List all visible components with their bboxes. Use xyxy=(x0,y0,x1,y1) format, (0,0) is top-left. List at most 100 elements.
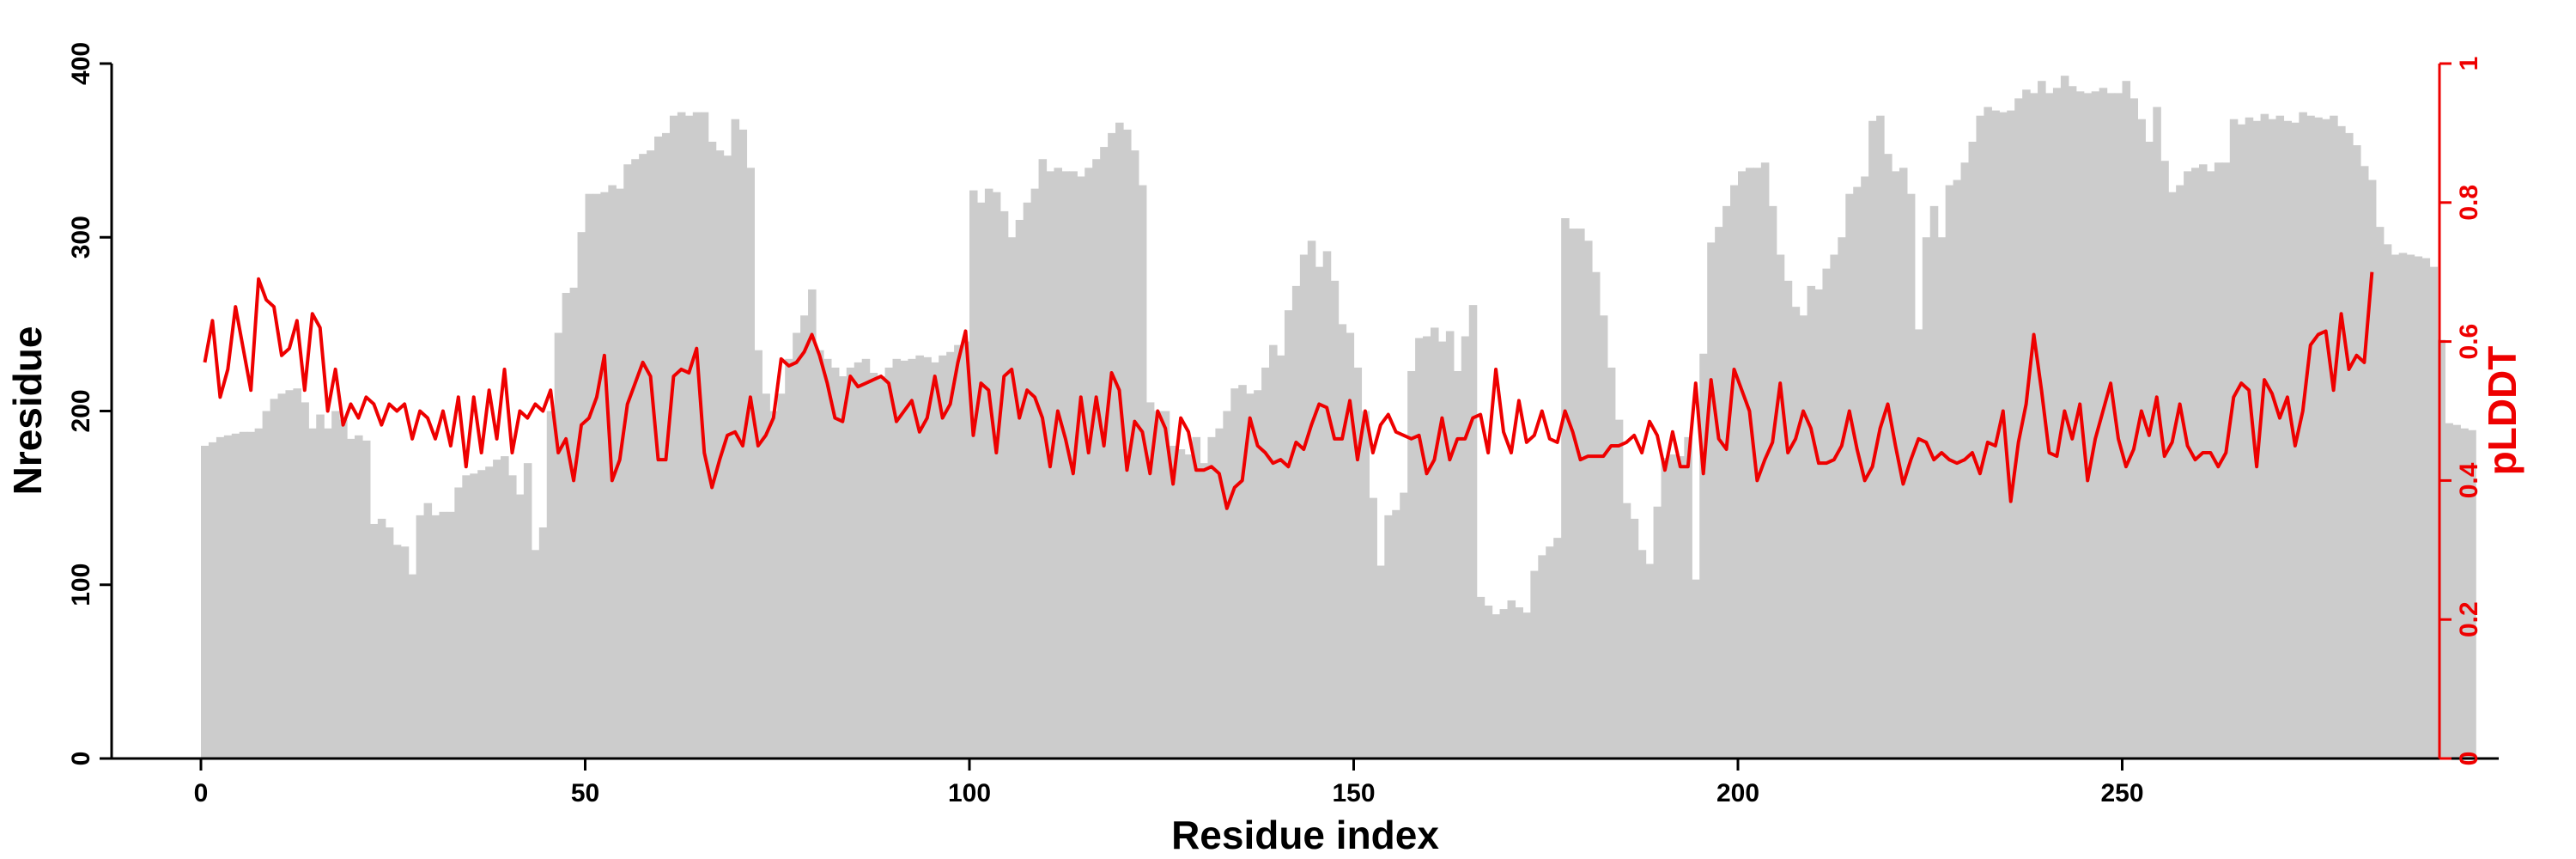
bar xyxy=(2199,164,2208,758)
bar xyxy=(501,456,509,758)
bar xyxy=(754,350,762,758)
bar xyxy=(1322,251,1332,758)
y2-tick-label: 0 xyxy=(2455,752,2483,766)
bar xyxy=(2391,254,2400,759)
bar xyxy=(861,358,871,758)
y-tick-label: 200 xyxy=(67,389,95,432)
bar xyxy=(2030,93,2038,758)
bar xyxy=(677,112,686,758)
x-tick-label: 200 xyxy=(1716,779,1759,807)
bar xyxy=(1684,436,1692,758)
bar xyxy=(2106,93,2116,758)
bar xyxy=(1738,171,1747,758)
bar xyxy=(1153,411,1163,758)
bar xyxy=(1546,546,1554,758)
bar xyxy=(2460,428,2469,758)
bar xyxy=(562,292,571,759)
x-axis-title: Residue index xyxy=(1171,813,1439,857)
bar xyxy=(1591,271,1601,758)
bar xyxy=(1015,220,1024,758)
bar xyxy=(838,376,848,758)
bar xyxy=(2075,91,2085,759)
bar xyxy=(1223,411,1231,758)
bar xyxy=(1115,122,1124,758)
bar xyxy=(1906,193,1916,758)
bar xyxy=(201,445,210,758)
bar xyxy=(1161,411,1170,758)
y-tick-label: 100 xyxy=(67,564,95,606)
bar xyxy=(1484,606,1493,758)
bar xyxy=(1707,242,1716,758)
bar xyxy=(523,463,532,758)
bar xyxy=(369,523,379,758)
bar xyxy=(2367,180,2377,758)
bar xyxy=(1461,336,1470,758)
bar xyxy=(846,367,855,758)
bar xyxy=(1130,150,1139,759)
bar xyxy=(2099,88,2108,758)
bar xyxy=(1999,112,2008,758)
bar xyxy=(2168,192,2177,758)
bar xyxy=(454,487,463,758)
bar xyxy=(1991,110,2000,759)
bar xyxy=(1599,315,1608,758)
bar xyxy=(1108,132,1116,758)
bar xyxy=(477,470,486,758)
bar xyxy=(823,358,832,758)
bar xyxy=(2191,168,2200,759)
bar xyxy=(1822,268,1831,758)
bar xyxy=(569,287,579,758)
bar xyxy=(1953,180,1962,758)
bar xyxy=(892,358,902,758)
bar xyxy=(1176,449,1186,758)
bar xyxy=(1261,367,1270,758)
bar xyxy=(2452,424,2461,758)
bar xyxy=(600,192,609,758)
bar xyxy=(908,358,916,758)
bar xyxy=(2345,132,2354,758)
bar xyxy=(2429,266,2439,758)
bar xyxy=(1269,344,1278,758)
bar xyxy=(1353,367,1363,758)
bar xyxy=(731,119,740,759)
bar xyxy=(1607,367,1616,758)
bar xyxy=(1100,147,1109,758)
bar xyxy=(1899,168,1908,759)
bar xyxy=(1507,600,1516,758)
bar xyxy=(1169,445,1178,758)
bar xyxy=(808,289,817,758)
x-tick-label: 150 xyxy=(1332,779,1375,807)
bar xyxy=(1668,454,1677,758)
bar xyxy=(1230,388,1239,758)
bar xyxy=(1968,142,1978,758)
bar xyxy=(2221,162,2231,758)
bar xyxy=(1184,454,1194,758)
bar xyxy=(1645,564,1655,758)
bar xyxy=(2353,145,2361,758)
bar xyxy=(2252,120,2262,759)
bar xyxy=(2445,423,2453,758)
bar xyxy=(1369,497,1377,759)
y-ticks: 0 100 200 300 400 xyxy=(67,42,112,765)
bar xyxy=(1776,254,1785,759)
bar xyxy=(1937,237,1947,758)
bar xyxy=(2299,112,2307,758)
bar xyxy=(2237,124,2246,759)
bar xyxy=(1215,428,1224,758)
bar xyxy=(2283,120,2292,759)
bar xyxy=(2137,119,2146,759)
y-tick-label: 400 xyxy=(67,42,95,85)
bar xyxy=(1715,227,1723,758)
bar xyxy=(1522,612,1531,758)
bar xyxy=(1861,176,1869,758)
y2-tick-label: 1 xyxy=(2455,57,2483,71)
bar xyxy=(1315,266,1324,758)
bar xyxy=(1783,280,1793,758)
bar xyxy=(2083,93,2093,758)
bar xyxy=(2398,253,2408,758)
bar xyxy=(531,550,540,758)
y2-ticks: 0 0.2 0.4 0.6 0.8 1 xyxy=(2439,57,2483,766)
bar xyxy=(1838,237,1846,758)
bar xyxy=(585,193,594,758)
bar xyxy=(976,202,986,759)
